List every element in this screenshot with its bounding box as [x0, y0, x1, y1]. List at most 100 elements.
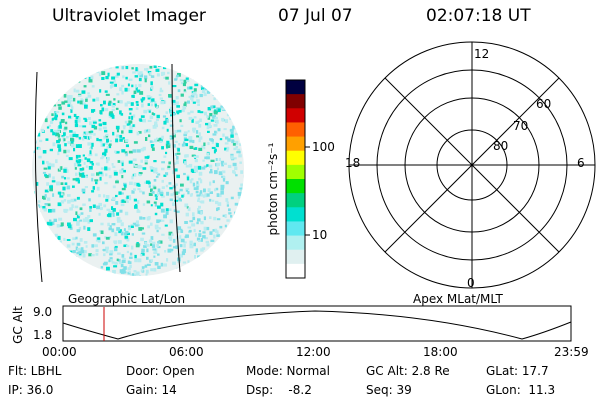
- polar-plot: [348, 41, 596, 289]
- emission-pixel: [44, 203, 48, 206]
- emission-pixel: [123, 184, 127, 188]
- emission-pixel: [130, 102, 134, 106]
- emission-pixel: [223, 162, 227, 165]
- emission-pixel: [158, 240, 163, 244]
- emission-pixel: [123, 232, 128, 236]
- emission-pixel: [150, 81, 153, 86]
- emission-pixel: [191, 118, 194, 123]
- emission-pixel: [132, 222, 136, 226]
- emission-pixel: [57, 104, 62, 107]
- emission-pixel: [78, 80, 81, 83]
- emission-pixel: [102, 152, 106, 157]
- emission-pixel: [202, 194, 206, 198]
- emission-pixel: [107, 222, 110, 227]
- emission-pixel: [217, 128, 221, 132]
- emission-pixel: [184, 221, 188, 224]
- emission-pixel: [146, 256, 149, 260]
- emission-pixel: [225, 198, 229, 202]
- emission-pixel: [53, 129, 58, 133]
- emission-pixel: [224, 142, 229, 145]
- emission-pixel: [57, 191, 62, 195]
- emission-pixel: [226, 101, 231, 105]
- emission-pixel: [216, 234, 220, 237]
- emission-pixel: [63, 132, 66, 136]
- emission-pixel: [107, 157, 110, 161]
- emission-pixel: [239, 235, 243, 240]
- emission-pixel: [202, 235, 206, 239]
- emission-pixel: [55, 111, 60, 114]
- emission-pixel: [112, 131, 115, 136]
- emission-pixel: [133, 141, 138, 144]
- emission-pixel: [117, 160, 121, 163]
- emission-pixel: [213, 124, 218, 127]
- emission-pixel: [169, 219, 173, 224]
- emission-pixel: [236, 70, 240, 73]
- emission-pixel: [233, 218, 237, 221]
- emission-pixel: [144, 156, 148, 159]
- emission-pixel: [48, 241, 52, 246]
- emission-pixel: [121, 175, 124, 179]
- emission-pixel: [45, 271, 49, 275]
- emission-pixel: [42, 271, 46, 275]
- emission-pixel: [74, 119, 78, 124]
- emission-pixel: [35, 182, 39, 186]
- emission-pixel: [192, 212, 195, 217]
- emission-pixel: [113, 79, 116, 83]
- emission-pixel: [90, 130, 94, 133]
- emission-pixel: [67, 97, 71, 101]
- emission-pixel: [128, 108, 133, 111]
- emission-pixel: [210, 105, 214, 109]
- emission-pixel: [150, 103, 153, 107]
- emission-pixel: [223, 94, 227, 98]
- mlt-label-6: 6: [577, 156, 585, 170]
- emission-pixel: [133, 198, 137, 202]
- emission-pixel: [220, 188, 224, 191]
- emission-pixel: [37, 220, 41, 223]
- emission-pixel: [161, 71, 166, 76]
- emission-pixel: [175, 245, 179, 249]
- colorbar-swatch: [286, 235, 305, 251]
- emission-pixel: [211, 199, 215, 202]
- emission-pixel: [184, 161, 187, 165]
- emission-pixel: [36, 258, 39, 260]
- emission-pixel: [73, 198, 77, 202]
- emission-pixel: [115, 201, 119, 205]
- emission-pixel: [155, 118, 159, 122]
- colorbar-swatch: [286, 122, 305, 138]
- emission-pixel: [174, 78, 178, 81]
- emission-pixel: [80, 212, 84, 215]
- emission-pixel: [32, 118, 36, 121]
- emission-pixel: [137, 188, 141, 191]
- emission-pixel: [50, 86, 53, 89]
- emission-pixel: [184, 203, 189, 208]
- emission-pixel: [230, 196, 234, 200]
- emission-pixel: [187, 207, 191, 212]
- emission-pixel: [198, 205, 201, 209]
- emission-pixel: [74, 123, 79, 128]
- emission-pixel: [167, 144, 171, 148]
- emission-pixel: [223, 236, 228, 239]
- emission-pixel: [235, 125, 239, 130]
- emission-pixel: [90, 75, 94, 80]
- emission-pixel: [45, 94, 50, 98]
- emission-pixel: [114, 245, 118, 248]
- emission-pixel: [196, 186, 199, 190]
- emission-pixel: [43, 167, 48, 170]
- date-label: 07 Jul 07: [278, 6, 353, 26]
- emission-pixel: [66, 239, 71, 241]
- emission-pixel: [119, 169, 123, 174]
- emission-pixel: [145, 137, 148, 141]
- colorbar-swatch: [286, 94, 305, 109]
- emission-pixel: [185, 269, 189, 273]
- emission-pixel: [64, 73, 68, 76]
- emission-pixel: [226, 78, 229, 83]
- emission-pixel: [91, 85, 95, 88]
- emission-pixel: [59, 240, 62, 243]
- emission-pixel: [45, 116, 48, 120]
- emission-pixel: [83, 225, 86, 230]
- emission-pixel: [224, 119, 228, 123]
- emission-pixel: [160, 262, 163, 267]
- emission-pixel: [109, 102, 113, 106]
- emission-pixel: [91, 244, 94, 248]
- emission-pixel: [94, 153, 98, 157]
